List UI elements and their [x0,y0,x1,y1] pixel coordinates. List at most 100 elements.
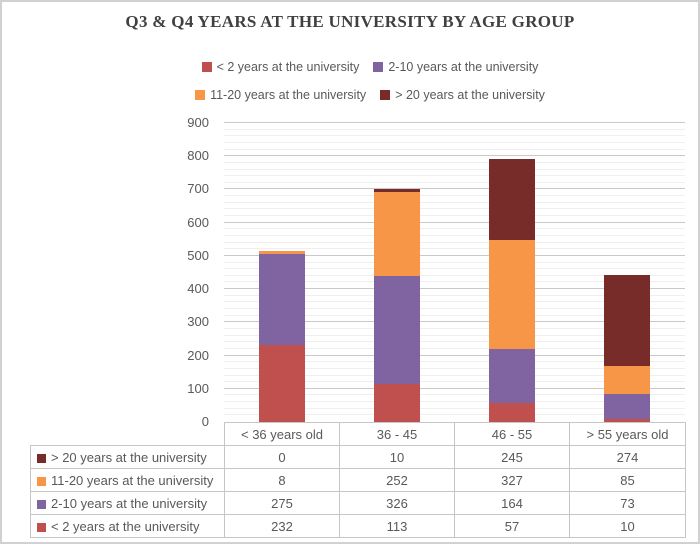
y-axis-tick-label: 300 [187,314,209,330]
value-cell: 232 [224,514,340,538]
bar-segment [604,366,651,395]
minor-gridline [224,248,685,250]
bar-segment [258,253,305,345]
minor-gridline [224,128,685,130]
value-cell: 10 [569,514,686,538]
legend-label: 2-10 years at the university [388,60,539,74]
category-header-cell: 36 - 45 [339,422,455,446]
minor-gridline [224,367,685,369]
major-gridline [224,288,685,290]
legend-label: < 2 years at the university [216,60,360,74]
legend-item: 2-10 years at the university [373,60,538,74]
minor-gridline [224,314,685,316]
y-axis-tick-label: 100 [187,380,209,396]
table-header-row: < 36 years old 36 - 45 46 - 55 > 55 years o… [31,422,686,446]
category-header-cell: < 36 years old [224,422,340,446]
y-axis: 0 100 200 300 400 500 600 700 800 900 [2,115,209,429]
bar-segment [373,384,420,422]
bar-segment [489,239,536,349]
minor-gridline [224,168,685,170]
value-cell: 10 [339,445,455,469]
minor-gridline [224,175,685,177]
series-key-swatch-icon [37,476,46,486]
value-cell: 8 [224,468,340,492]
category-header-cell: 46 - 55 [454,422,570,446]
series-label-cell: 11-20 years at the university [30,468,225,492]
bar-segment [373,189,420,193]
series-label-cell: 2-10 years at the university [30,491,225,515]
plot-area [224,122,685,422]
table-row: 11-20 years at the university 8 252 327 85 [30,468,686,492]
major-gridline [224,321,685,323]
value-cell: 113 [339,514,455,538]
table-row: 2-10 years at the university 275 326 164 73 [30,491,686,515]
minor-gridline [224,208,685,210]
minor-gridline [224,201,685,203]
y-axis-tick-label: 500 [187,247,209,263]
legend-label: 11-20 years at the university [210,88,367,102]
value-cell: 73 [569,491,686,515]
minor-gridline [224,161,685,163]
stacked-bar [258,123,305,422]
value-cell: 0 [224,445,340,469]
category-header-cell: > 55 years old [569,422,686,446]
legend-row-2: 11-20 years at the university > 20 years … [42,88,698,102]
y-axis-tick-label: 400 [187,281,209,297]
major-gridline [224,254,685,256]
table-row: < 2 years at the university 232 113 57 10 [30,514,686,538]
minor-gridline [224,407,685,409]
legend-key-swatch-icon [380,90,391,100]
value-cell: 164 [454,491,570,515]
y-axis-tick-label: 0 [201,414,209,429]
bar-segment [489,158,536,240]
minor-gridline [224,361,685,363]
bar-segment [604,394,651,419]
major-gridline [224,155,685,157]
series-label-cell: > 20 years at the university [30,445,225,469]
series-key-swatch-icon [37,453,46,463]
minor-gridline [224,347,685,349]
major-gridline [224,122,685,123]
stacked-bar [604,123,651,422]
minor-gridline [224,195,685,197]
minor-gridline [224,374,685,376]
legend-row-1: < 2 years at the university 2-10 years at… [42,60,698,74]
y-axis-tick-label: 700 [187,181,209,197]
minor-gridline [224,268,685,270]
value-cell: 327 [454,468,570,492]
minor-gridline [224,148,685,150]
y-axis-tick-label: 200 [187,347,209,363]
series-key-swatch-icon [37,522,46,532]
minor-gridline [224,234,685,236]
legend-label: > 20 years at the university [395,88,545,102]
bar-segment [258,250,305,254]
bar-segment [258,344,305,422]
legend-key-swatch-icon [373,62,384,72]
bar-segment [373,276,420,385]
value-cell: 275 [224,491,340,515]
minor-gridline [224,281,685,283]
stacked-bar [373,123,420,422]
value-cell: 326 [339,491,455,515]
minor-gridline [224,141,685,143]
minor-gridline [224,327,685,329]
legend-key-swatch-icon [201,62,212,72]
bar-segment [489,348,536,404]
chart-title: Q3 & Q4 YEARS AT THE UNIVERSITY BY AGE G… [125,12,575,31]
major-gridline [224,354,685,356]
value-cell: 85 [569,468,686,492]
legend-item: < 2 years at the university [201,60,360,74]
minor-gridline [224,381,685,383]
minor-gridline [224,394,685,396]
minor-gridline [224,334,685,336]
legend-item: > 20 years at the university [380,88,545,102]
data-table: < 36 years old 36 - 45 46 - 55 > 55 years o… [30,422,686,538]
series-label-cell: < 2 years at the university [30,514,225,538]
series-key-swatch-icon [37,499,46,509]
major-gridline [224,221,685,223]
value-cell: 245 [454,445,570,469]
value-cell: 57 [454,514,570,538]
y-axis-tick-label: 600 [187,214,209,230]
minor-gridline [224,308,685,310]
